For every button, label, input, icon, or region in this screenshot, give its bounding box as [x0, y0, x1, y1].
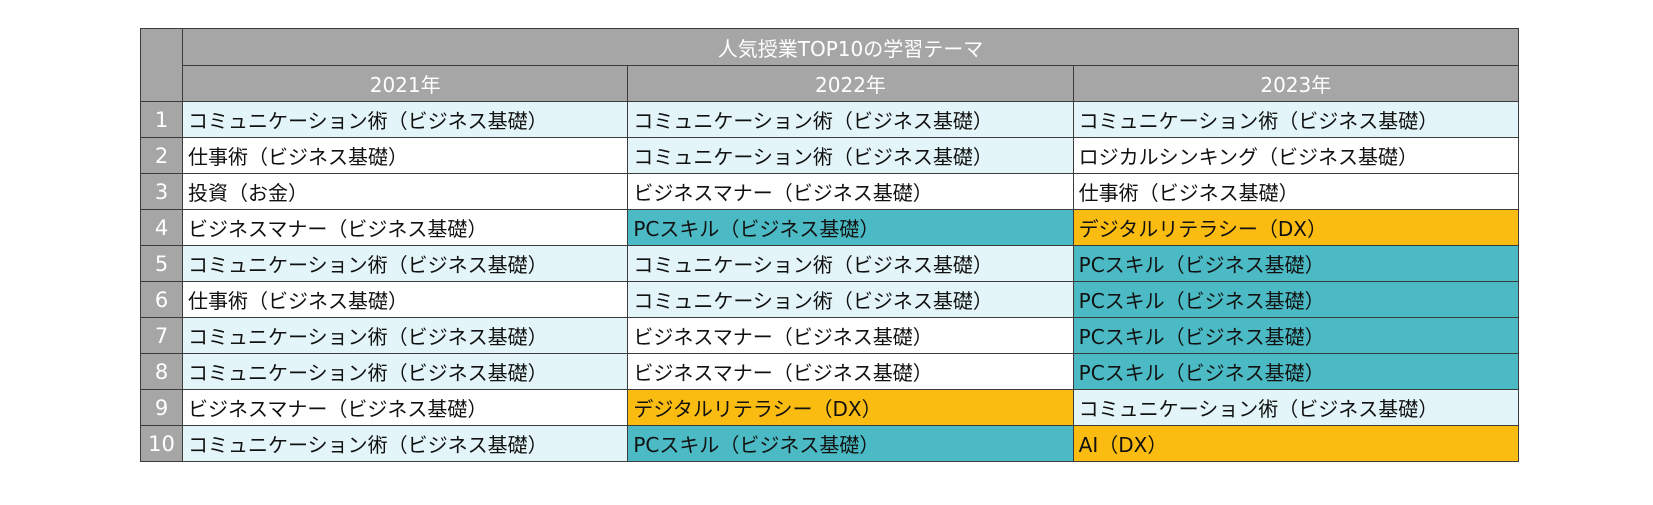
theme-cell: コミュニケーション術（ビジネス基礎）: [1072, 389, 1520, 426]
rank-cell: 8: [139, 353, 184, 390]
theme-cell: ビジネスマナー（ビジネス基礎）: [182, 209, 629, 246]
theme-cell: 仕事術（ビジネス基礎）: [182, 137, 629, 174]
theme-cell: 仕事術（ビジネス基礎）: [1072, 173, 1520, 210]
theme-cell: PCスキル（ビジネス基礎）: [1072, 245, 1520, 282]
theme-cell: デジタルリテラシー（DX）: [627, 389, 1074, 426]
table-row: 2 仕事術（ビジネス基礎） コミュニケーション術（ビジネス基礎） ロジカルシンキ…: [139, 137, 1520, 174]
table-title: 人気授業TOP10の学習テーマ: [182, 28, 1519, 66]
rank-cell: 5: [139, 245, 184, 282]
theme-cell: コミュニケーション術（ビジネス基礎）: [182, 245, 629, 282]
theme-cell: PCスキル（ビジネス基礎）: [627, 425, 1074, 462]
rank-cell: 7: [139, 317, 184, 354]
rank-cell: 4: [139, 209, 184, 246]
theme-cell: ビジネスマナー（ビジネス基礎）: [627, 353, 1074, 390]
title-row: 人気授業TOP10の学習テーマ: [139, 28, 1519, 102]
table-row: 5 コミュニケーション術（ビジネス基礎） コミュニケーション術（ビジネス基礎） …: [139, 245, 1520, 282]
table-row: 6 仕事術（ビジネス基礎） コミュニケーション術（ビジネス基礎） PCスキル（ビ…: [139, 281, 1520, 318]
theme-cell: コミュニケーション術（ビジネス基礎）: [182, 425, 629, 462]
theme-cell: ロジカルシンキング（ビジネス基礎）: [1072, 137, 1520, 174]
theme-cell: デジタルリテラシー（DX）: [1072, 209, 1520, 246]
table-body: 1 コミュニケーション術（ビジネス基礎） コミュニケーション術（ビジネス基礎） …: [139, 101, 1520, 462]
theme-cell: コミュニケーション術（ビジネス基礎）: [627, 245, 1074, 282]
theme-cell: コミュニケーション術（ビジネス基礎）: [182, 101, 629, 138]
year-header-2023: 2023年: [1072, 65, 1520, 102]
year-header-2021: 2021年: [182, 65, 629, 102]
theme-cell: コミュニケーション術（ビジネス基礎）: [627, 137, 1074, 174]
theme-cell: AI（DX）: [1072, 425, 1520, 462]
table-row: 4 ビジネスマナー（ビジネス基礎） PCスキル（ビジネス基礎） デジタルリテラシ…: [139, 209, 1520, 246]
theme-cell: PCスキル（ビジネス基礎）: [1072, 317, 1520, 354]
table-row: 7 コミュニケーション術（ビジネス基礎） ビジネスマナー（ビジネス基礎） PCス…: [139, 317, 1520, 354]
theme-cell: PCスキル（ビジネス基礎）: [627, 209, 1074, 246]
theme-cell: コミュニケーション術（ビジネス基礎）: [182, 317, 629, 354]
year-header-row: 2021年 2022年 2023年: [141, 65, 1520, 102]
theme-cell: 投資（お金）: [182, 173, 629, 210]
rank-cell: 1: [139, 101, 184, 138]
year-header-2022: 2022年: [627, 65, 1074, 102]
rank-cell: 6: [139, 281, 184, 318]
theme-cell: 仕事術（ビジネス基礎）: [182, 281, 629, 318]
theme-cell: ビジネスマナー（ビジネス基礎）: [627, 173, 1074, 210]
corner-cell: [139, 28, 184, 102]
table-row: 10 コミュニケーション術（ビジネス基礎） PCスキル（ビジネス基礎） AI（D…: [139, 425, 1520, 462]
theme-cell: コミュニケーション術（ビジネス基礎）: [1072, 101, 1520, 138]
theme-cell: コミュニケーション術（ビジネス基礎）: [182, 353, 629, 390]
table-row: 8 コミュニケーション術（ビジネス基礎） ビジネスマナー（ビジネス基礎） PCス…: [139, 353, 1520, 390]
ranking-table: 人気授業TOP10の学習テーマ 2021年 2022年 2023年 1 コミュニ…: [139, 28, 1520, 462]
rank-cell: 10: [139, 425, 184, 462]
table-row: 9 ビジネスマナー（ビジネス基礎） デジタルリテラシー（DX） コミュニケーショ…: [139, 389, 1520, 426]
theme-cell: PCスキル（ビジネス基礎）: [1072, 353, 1520, 390]
rank-cell: 3: [139, 173, 184, 210]
table-row: 1 コミュニケーション術（ビジネス基礎） コミュニケーション術（ビジネス基礎） …: [139, 101, 1520, 138]
theme-cell: ビジネスマナー（ビジネス基礎）: [627, 317, 1074, 354]
theme-cell: コミュニケーション術（ビジネス基礎）: [627, 281, 1074, 318]
table-row: 3 投資（お金） ビジネスマナー（ビジネス基礎） 仕事術（ビジネス基礎）: [139, 173, 1520, 210]
theme-cell: コミュニケーション術（ビジネス基礎）: [627, 101, 1074, 138]
rank-cell: 2: [139, 137, 184, 174]
theme-cell: PCスキル（ビジネス基礎）: [1072, 281, 1520, 318]
rank-cell: 9: [139, 389, 184, 426]
theme-cell: ビジネスマナー（ビジネス基礎）: [182, 389, 629, 426]
